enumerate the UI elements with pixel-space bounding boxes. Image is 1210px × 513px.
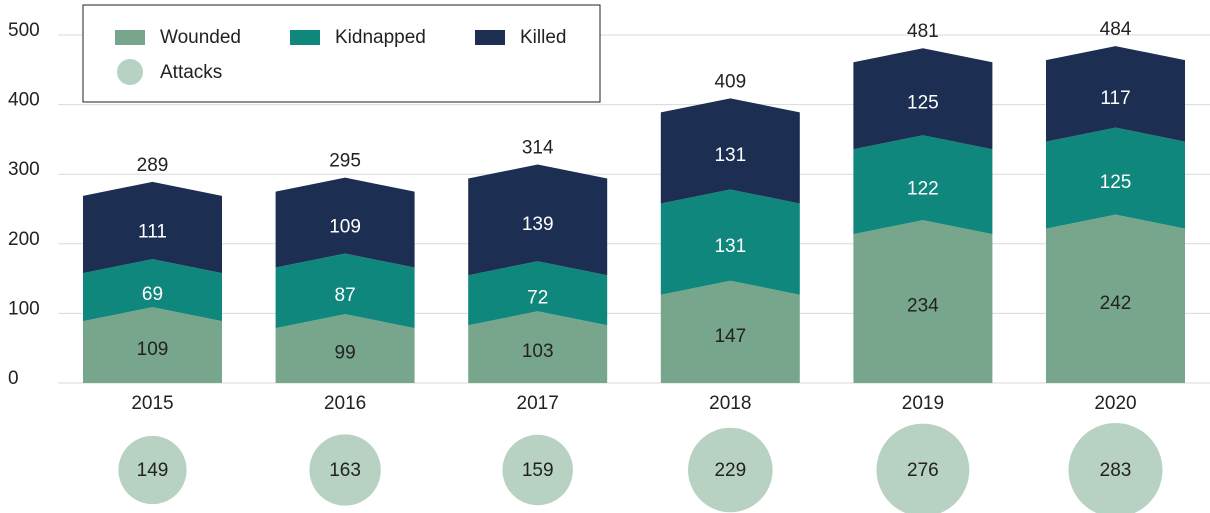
x-tick-label: 2015 (131, 393, 173, 414)
total-label: 289 (137, 155, 169, 176)
total-label: 484 (1100, 19, 1132, 40)
legend-label: Kidnapped (335, 27, 426, 48)
attack-label: 276 (907, 460, 939, 481)
value-label: 117 (1100, 88, 1130, 109)
bar-segment (853, 135, 993, 235)
y-tick-label: 100 (8, 298, 40, 319)
y-tick-label: 200 (8, 229, 40, 250)
value-label: 125 (907, 93, 939, 114)
bar-segment (1046, 214, 1185, 383)
x-tick-label: 2020 (1094, 393, 1136, 414)
value-label: 139 (522, 214, 554, 235)
bar-segment (1046, 46, 1185, 142)
value-label: 125 (1100, 172, 1132, 193)
value-label: 69 (142, 284, 163, 305)
bar-segment (275, 253, 415, 329)
bar-segment (83, 307, 222, 383)
legend-swatch (117, 59, 143, 85)
attack-label: 163 (329, 460, 361, 481)
total-label: 295 (329, 151, 361, 172)
total-label: 314 (522, 137, 554, 158)
value-label: 87 (335, 285, 356, 306)
total-label: 409 (714, 71, 746, 92)
bar-segment (275, 314, 415, 383)
value-label: 99 (335, 343, 356, 364)
x-tick-label: 2017 (517, 393, 559, 414)
bar-segment (83, 259, 222, 322)
value-label: 131 (714, 236, 746, 257)
value-label: 111 (138, 221, 167, 242)
attack-bubble (876, 423, 970, 513)
value-label: 234 (907, 296, 939, 317)
value-label: 109 (137, 339, 169, 360)
x-tick-label: 2018 (709, 393, 751, 414)
attack-label: 149 (137, 460, 169, 481)
bar-segment (853, 220, 993, 383)
marks: 109 69 111 289 2015 149 99 87 109 295 2016 163 103 72… (83, 19, 1185, 513)
attack-label: 229 (714, 460, 746, 481)
bar-segment (468, 311, 608, 383)
y-tick-label: 300 (8, 159, 40, 180)
x-tick-label: 2016 (324, 393, 366, 414)
attack-bubble (309, 434, 381, 506)
bar-segment (660, 98, 800, 204)
legend-swatch (475, 30, 505, 45)
x-tick-label: 2019 (902, 393, 944, 414)
legend-label: Killed (520, 27, 566, 48)
bar-segment (1046, 127, 1185, 229)
legend-swatch (290, 30, 320, 45)
bar-segment (275, 177, 415, 268)
value-label: 103 (522, 341, 554, 362)
legend-label: Wounded (160, 27, 241, 48)
bar-segment (660, 280, 800, 383)
bar-segment (468, 261, 608, 326)
attack-bubble (502, 434, 573, 506)
attack-bubble (1068, 423, 1163, 513)
legend-swatch (115, 30, 145, 45)
legend-label: Attacks (160, 62, 222, 83)
bar-segment (83, 181, 222, 274)
value-label: 72 (527, 287, 548, 308)
attack-bubble (688, 427, 773, 513)
y-tick-label: 500 (8, 20, 40, 41)
attack-label: 159 (522, 460, 554, 481)
y-tick-label: 0 (8, 368, 19, 389)
bar-segment (468, 164, 608, 276)
value-label: 147 (714, 326, 746, 347)
bar-segment (853, 48, 993, 150)
value-label: 109 (329, 217, 361, 238)
y-tick-label: 400 (8, 90, 40, 111)
legend-box (82, 4, 601, 103)
attack-label: 283 (1100, 460, 1132, 481)
total-label: 481 (907, 21, 939, 42)
attack-bubble (118, 435, 187, 505)
value-label: 122 (907, 179, 939, 200)
bar-segment (660, 189, 800, 295)
value-label: 242 (1100, 293, 1132, 314)
value-label: 131 (714, 145, 746, 166)
